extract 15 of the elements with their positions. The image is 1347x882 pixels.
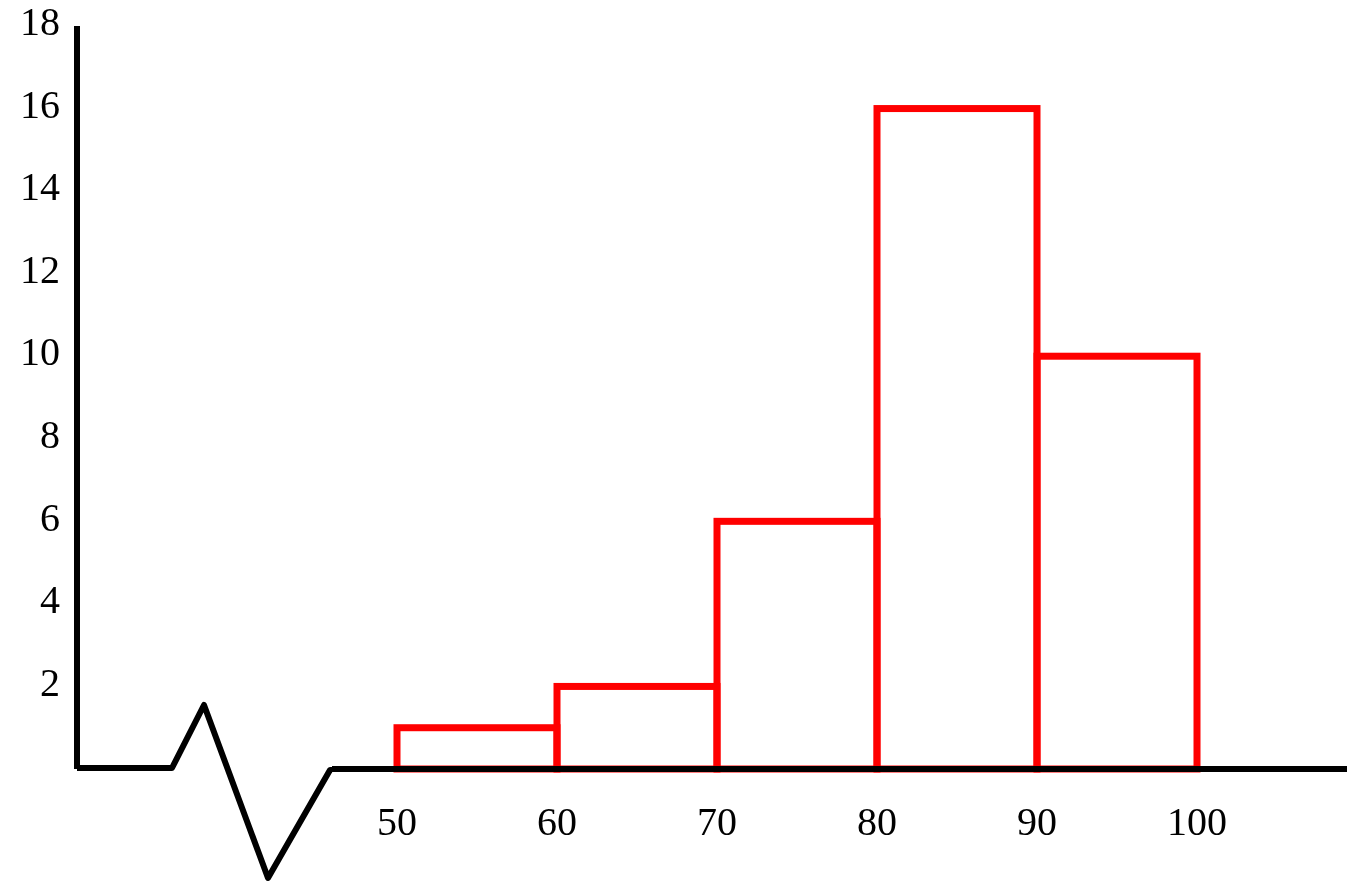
y-tick-label: 14 [20, 164, 60, 210]
x-tick-label: 50 [377, 799, 417, 845]
y-tick-label: 6 [40, 494, 60, 540]
y-tick-label: 8 [40, 411, 60, 457]
y-tick-label: 2 [40, 659, 60, 705]
x-tick-label: 80 [857, 799, 897, 845]
x-tick-label: 100 [1167, 799, 1227, 845]
y-tick-label: 10 [20, 329, 60, 375]
x-tick-label: 60 [537, 799, 577, 845]
x-tick-label: 70 [697, 799, 737, 845]
y-tick-label: 12 [20, 246, 60, 292]
y-tick-label: 18 [20, 0, 60, 45]
y-tick-label: 16 [20, 81, 60, 127]
y-tick-label: 4 [40, 577, 60, 623]
x-tick-label: 90 [1017, 799, 1057, 845]
